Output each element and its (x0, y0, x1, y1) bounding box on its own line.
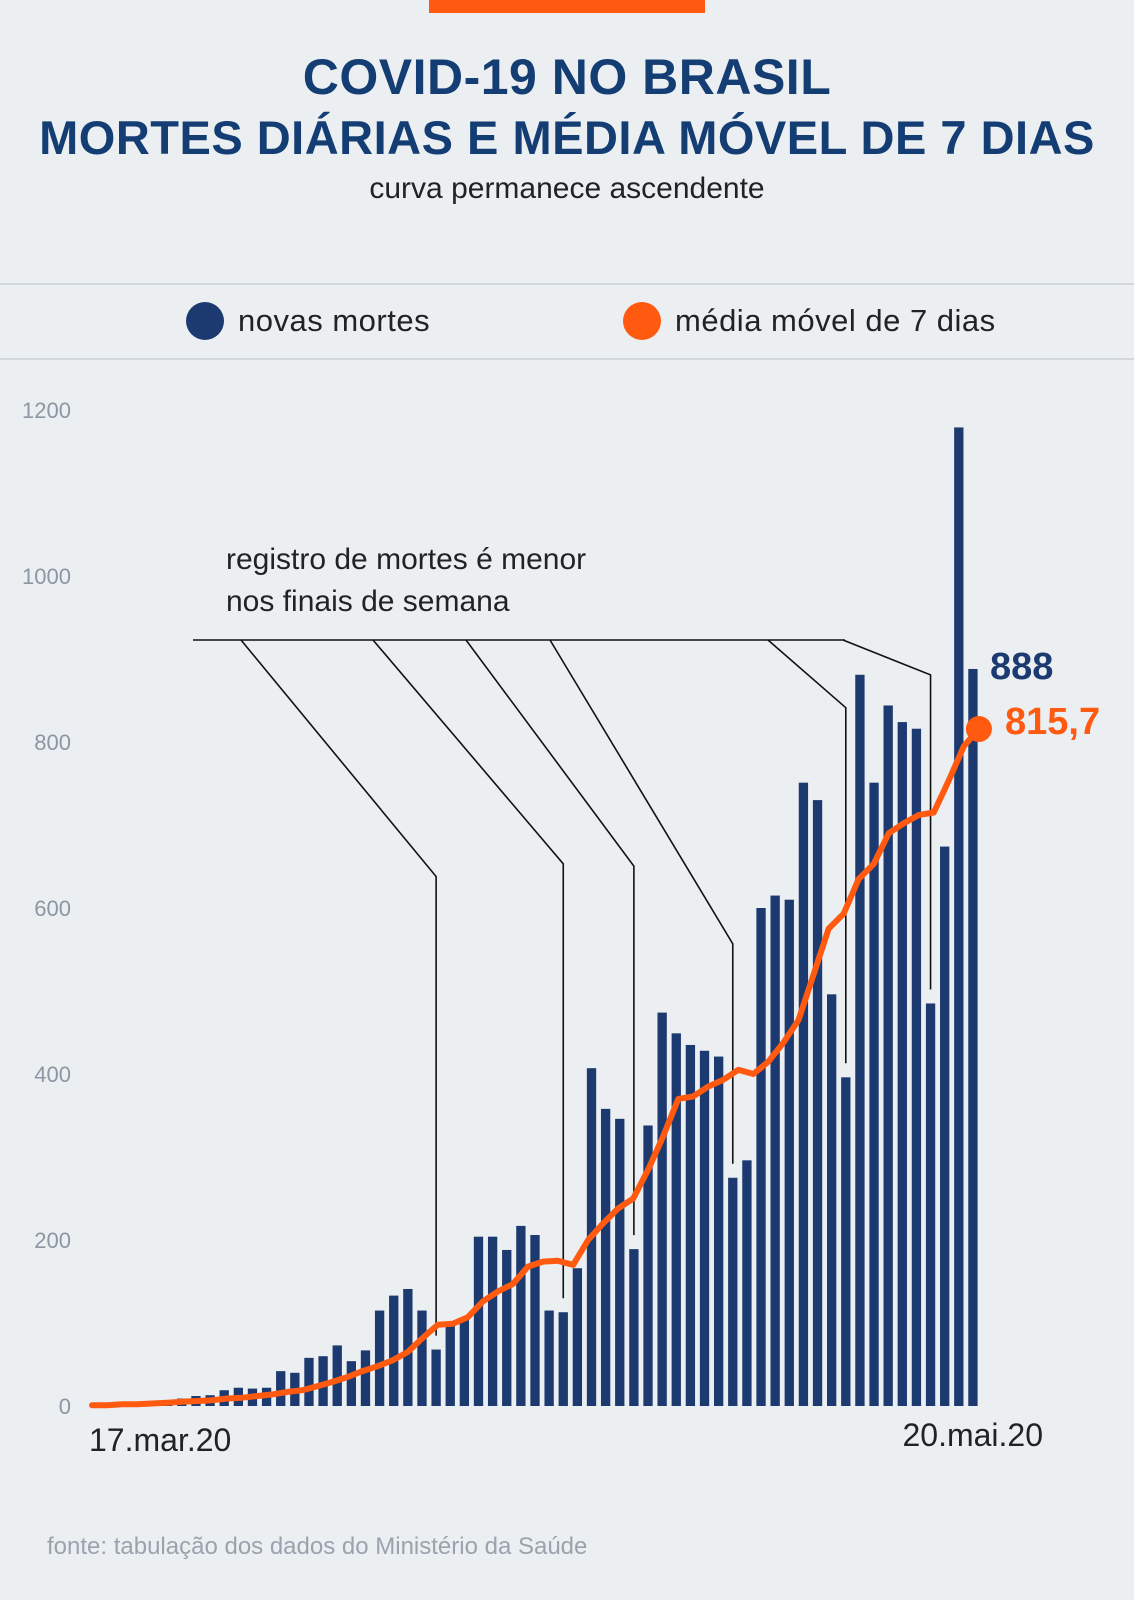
bar (403, 1288, 413, 1406)
bar (685, 1044, 696, 1406)
bar (954, 427, 964, 1406)
bar (784, 899, 794, 1406)
annotation-connector (240, 639, 437, 1336)
legend-label-bars: novas mortes (238, 303, 431, 338)
bar (374, 1310, 385, 1406)
x-tick-end: 20.mai.20 (902, 1417, 1043, 1453)
bar (558, 1312, 568, 1406)
bar (643, 1125, 653, 1406)
last-bar-value-label: 888 (990, 646, 1053, 688)
bar (841, 1077, 851, 1406)
chart-subtitle: curva permanece ascendente (369, 172, 765, 205)
bar (276, 1371, 286, 1406)
bar (812, 800, 823, 1406)
bar (445, 1323, 455, 1406)
annotation-text-line-2: nos finais de semana (226, 585, 510, 618)
y-axis: 0 200 400 600 800 1000 1200 (22, 398, 71, 1419)
source-note: fonte: tabulação dos dados do Ministério… (47, 1533, 588, 1560)
annotation-connector (372, 639, 565, 1299)
legend-item-line: média móvel de 7 dias (623, 302, 996, 340)
bar (615, 1118, 625, 1406)
bar (417, 1310, 427, 1406)
chart-title: COVID-19 NO BRASIL (302, 49, 832, 105)
bar (742, 1160, 752, 1406)
bar (318, 1356, 328, 1406)
last-average-value-label: 815,7 (1005, 701, 1100, 743)
bar (431, 1349, 441, 1406)
y-tick-label: 200 (34, 1228, 71, 1253)
bar (544, 1310, 554, 1406)
annotation-connector (465, 639, 635, 1236)
bar (572, 1268, 583, 1406)
legend-item-bars: novas mortes (186, 302, 430, 340)
legend-bottom-divider (0, 358, 1134, 360)
bar (728, 1177, 738, 1406)
bar (516, 1225, 526, 1406)
x-tick-start: 17.mar.20 (89, 1422, 231, 1458)
bar (346, 1361, 357, 1406)
bar (600, 1108, 611, 1406)
y-tick-label: 400 (34, 1062, 71, 1087)
bar (940, 846, 950, 1406)
legend-label-line: média móvel de 7 dias (675, 303, 996, 338)
y-tick-label: 800 (34, 730, 71, 755)
y-tick-label: 600 (34, 896, 71, 921)
annotation-connector (767, 639, 847, 1064)
bar (389, 1295, 399, 1406)
y-tick-label: 1000 (22, 564, 71, 589)
average-line (89, 726, 982, 1409)
bar (925, 1003, 936, 1406)
annotation-connector (842, 639, 932, 990)
bar (770, 895, 780, 1406)
bar (487, 1236, 498, 1406)
bar (360, 1350, 371, 1406)
bar (756, 908, 766, 1406)
bar (968, 668, 978, 1406)
annotation-text-line-1: registro de mortes é menor (226, 543, 586, 576)
y-tick-label: 0 (59, 1394, 71, 1419)
annotation-connectors (193, 639, 932, 1336)
bar (629, 1249, 639, 1406)
bar (911, 728, 922, 1406)
average-line-end-marker (965, 715, 992, 742)
bar (473, 1236, 484, 1406)
bar (798, 782, 809, 1406)
average-line-series (89, 715, 992, 1409)
top-accent-bar (429, 0, 705, 13)
legend-top-divider (0, 283, 1134, 285)
bar (671, 1033, 681, 1406)
annotation-connector (549, 639, 734, 1164)
bar (713, 1056, 724, 1406)
bar (855, 674, 865, 1406)
bar (897, 722, 907, 1406)
y-tick-label: 1200 (22, 398, 71, 423)
legend-swatch-line (623, 302, 661, 340)
chart-title-line-2: MORTES DIÁRIAS E MÉDIA MÓVEL DE 7 DIAS (39, 111, 1095, 164)
bar (827, 994, 837, 1406)
legend-swatch-bars (186, 302, 224, 340)
bar (657, 1012, 667, 1406)
bars-series (92, 427, 978, 1406)
bar (699, 1050, 710, 1406)
bar (332, 1345, 342, 1406)
bar (502, 1249, 512, 1406)
bar (459, 1318, 470, 1406)
bar (883, 705, 893, 1406)
bar (304, 1357, 314, 1406)
bar (869, 782, 879, 1406)
bar (530, 1235, 540, 1406)
